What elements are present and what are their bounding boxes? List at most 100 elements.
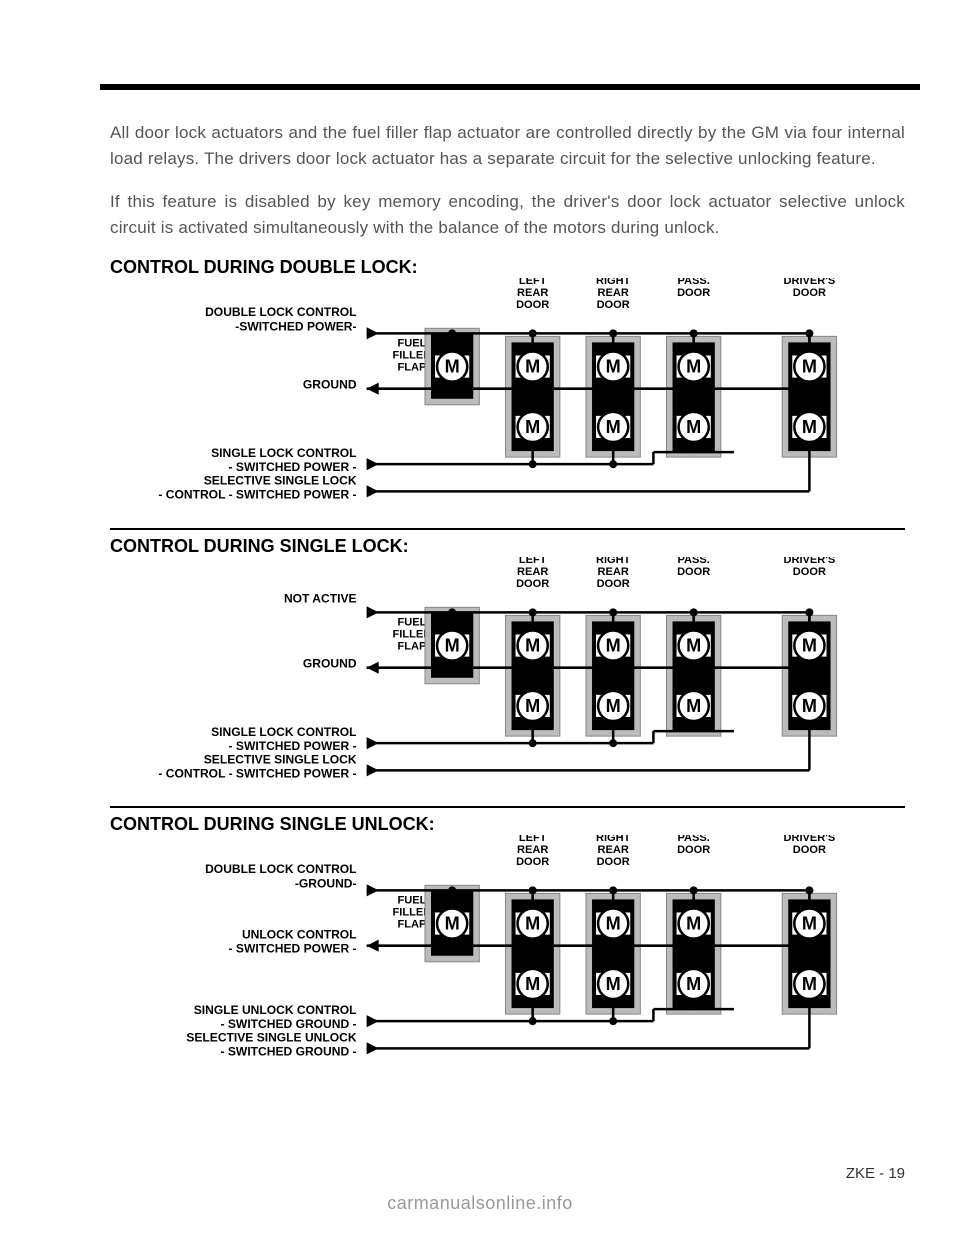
svg-text:DOUBLE LOCK CONTROL: DOUBLE LOCK CONTROL xyxy=(205,863,356,877)
svg-text:PASS.: PASS. xyxy=(677,557,709,566)
svg-text:RIGHT: RIGHT xyxy=(596,557,631,566)
svg-text:M: M xyxy=(606,914,621,934)
svg-text:NOT ACTIVE: NOT ACTIVE xyxy=(284,591,357,605)
svg-text:M: M xyxy=(686,357,701,377)
diagram-svg: LEFTREARDOORRIGHTREARDOORPASS.DOORDRIVER… xyxy=(110,278,905,520)
svg-text:SINGLE UNLOCK CONTROL: SINGLE UNLOCK CONTROL xyxy=(194,1004,357,1018)
svg-text:- SWITCHED POWER -: - SWITCHED POWER - xyxy=(229,739,357,753)
svg-text:DRIVER'S: DRIVER'S xyxy=(784,557,836,566)
svg-text:DOOR: DOOR xyxy=(793,287,826,299)
svg-text:M: M xyxy=(606,635,621,655)
svg-text:-GROUND-: -GROUND- xyxy=(295,877,357,891)
diagrams-container: CONTROL DURING DOUBLE LOCK:LEFTREARDOORR… xyxy=(110,257,905,1085)
svg-text:FUEL: FUEL xyxy=(397,338,426,350)
svg-text:DOOR: DOOR xyxy=(516,300,549,312)
svg-text:M: M xyxy=(802,696,817,716)
diagram-2: CONTROL DURING SINGLE UNLOCK:LEFTREARDOO… xyxy=(110,814,905,1085)
svg-text:M: M xyxy=(802,914,817,934)
diagram-1: CONTROL DURING SINGLE LOCK:LEFTREARDOORR… xyxy=(110,536,905,809)
svg-text:M: M xyxy=(606,357,621,377)
svg-text:LEFT: LEFT xyxy=(519,278,547,287)
svg-text:SELECTIVE SINGLE LOCK: SELECTIVE SINGLE LOCK xyxy=(204,752,357,766)
svg-text:FLAP: FLAP xyxy=(397,919,426,931)
diagram-title: CONTROL DURING DOUBLE LOCK: xyxy=(110,257,905,278)
svg-text:FLAP: FLAP xyxy=(397,640,426,652)
svg-text:DOOR: DOOR xyxy=(793,566,826,578)
content: All door lock actuators and the fuel fil… xyxy=(0,90,960,1101)
svg-text:REAR: REAR xyxy=(517,566,548,578)
svg-text:DRIVER'S: DRIVER'S xyxy=(784,278,836,287)
svg-text:M: M xyxy=(525,914,540,934)
svg-text:M: M xyxy=(606,696,621,716)
svg-text:DOOR: DOOR xyxy=(516,578,549,590)
svg-text:DOOR: DOOR xyxy=(516,857,549,869)
diagram-svg: LEFTREARDOORRIGHTREARDOORPASS.DOORDRIVER… xyxy=(110,557,905,799)
svg-text:DOOR: DOOR xyxy=(597,857,630,869)
svg-text:M: M xyxy=(686,974,701,994)
svg-text:M: M xyxy=(802,357,817,377)
svg-text:M: M xyxy=(525,696,540,716)
svg-text:M: M xyxy=(686,914,701,934)
svg-text:DOOR: DOOR xyxy=(677,566,710,578)
paragraph-1: All door lock actuators and the fuel fil… xyxy=(110,120,905,173)
svg-text:M: M xyxy=(802,635,817,655)
svg-text:DOUBLE LOCK CONTROL: DOUBLE LOCK CONTROL xyxy=(205,306,356,320)
svg-text:FLAP: FLAP xyxy=(397,362,426,374)
diagram-0: CONTROL DURING DOUBLE LOCK:LEFTREARDOORR… xyxy=(110,257,905,530)
svg-text:M: M xyxy=(445,635,460,655)
svg-text:- CONTROL - SWITCHED POWER -: - CONTROL - SWITCHED POWER - xyxy=(158,766,356,780)
svg-text:SELECTIVE SINGLE LOCK: SELECTIVE SINGLE LOCK xyxy=(204,474,357,488)
svg-text:M: M xyxy=(802,974,817,994)
svg-text:DRIVER'S: DRIVER'S xyxy=(784,835,836,844)
svg-text:LEFT: LEFT xyxy=(519,557,547,566)
svg-text:M: M xyxy=(525,974,540,994)
svg-text:DOOR: DOOR xyxy=(793,845,826,857)
svg-text:M: M xyxy=(445,357,460,377)
svg-text:REAR: REAR xyxy=(517,287,548,299)
svg-text:- SWITCHED POWER -: - SWITCHED POWER - xyxy=(229,942,357,956)
svg-text:DOOR: DOOR xyxy=(677,287,710,299)
svg-text:-SWITCHED POWER-: -SWITCHED POWER- xyxy=(235,320,356,334)
svg-text:GROUND: GROUND xyxy=(303,378,357,392)
svg-text:REAR: REAR xyxy=(598,845,629,857)
svg-text:SINGLE LOCK CONTROL: SINGLE LOCK CONTROL xyxy=(211,725,356,739)
svg-text:PASS.: PASS. xyxy=(677,835,709,844)
svg-text:M: M xyxy=(686,696,701,716)
svg-text:- SWITCHED GROUND -: - SWITCHED GROUND - xyxy=(221,1018,357,1032)
svg-text:DOOR: DOOR xyxy=(597,300,630,312)
diagram-title: CONTROL DURING SINGLE UNLOCK: xyxy=(110,814,905,835)
svg-text:- CONTROL - SWITCHED POWER -: - CONTROL - SWITCHED POWER - xyxy=(158,488,356,502)
svg-text:LEFT: LEFT xyxy=(519,835,547,844)
page: All door lock actuators and the fuel fil… xyxy=(0,0,960,1242)
watermark: carmanualsonline.info xyxy=(0,1193,960,1214)
svg-text:UNLOCK CONTROL: UNLOCK CONTROL xyxy=(242,928,357,942)
svg-text:M: M xyxy=(525,635,540,655)
top-bar xyxy=(100,0,920,90)
svg-text:GROUND: GROUND xyxy=(303,657,357,671)
svg-text:- SWITCHED POWER -: - SWITCHED POWER - xyxy=(229,461,357,475)
body-text: All door lock actuators and the fuel fil… xyxy=(110,120,905,241)
svg-text:SELECTIVE SINGLE UNLOCK: SELECTIVE SINGLE UNLOCK xyxy=(186,1031,357,1045)
svg-text:SINGLE LOCK CONTROL: SINGLE LOCK CONTROL xyxy=(211,446,356,460)
svg-text:PASS.: PASS. xyxy=(677,278,709,287)
svg-text:M: M xyxy=(525,357,540,377)
svg-text:M: M xyxy=(606,417,621,437)
svg-text:M: M xyxy=(802,417,817,437)
svg-text:RIGHT: RIGHT xyxy=(596,278,631,287)
paragraph-2: If this feature is disabled by key memor… xyxy=(110,189,905,242)
svg-text:REAR: REAR xyxy=(517,845,548,857)
svg-text:RIGHT: RIGHT xyxy=(596,835,631,844)
svg-text:FUEL: FUEL xyxy=(397,895,426,907)
svg-text:REAR: REAR xyxy=(598,566,629,578)
diagram-svg: LEFTREARDOORRIGHTREARDOORPASS.DOORDRIVER… xyxy=(110,835,905,1077)
svg-text:M: M xyxy=(686,417,701,437)
svg-text:M: M xyxy=(525,417,540,437)
diagram-title: CONTROL DURING SINGLE LOCK: xyxy=(110,536,905,557)
page-footer: ZKE - 19 xyxy=(846,1165,905,1182)
svg-text:DOOR: DOOR xyxy=(677,845,710,857)
svg-text:REAR: REAR xyxy=(598,287,629,299)
svg-text:- SWITCHED GROUND -: - SWITCHED GROUND - xyxy=(221,1045,357,1059)
svg-text:M: M xyxy=(445,914,460,934)
svg-text:M: M xyxy=(686,635,701,655)
svg-text:M: M xyxy=(606,974,621,994)
